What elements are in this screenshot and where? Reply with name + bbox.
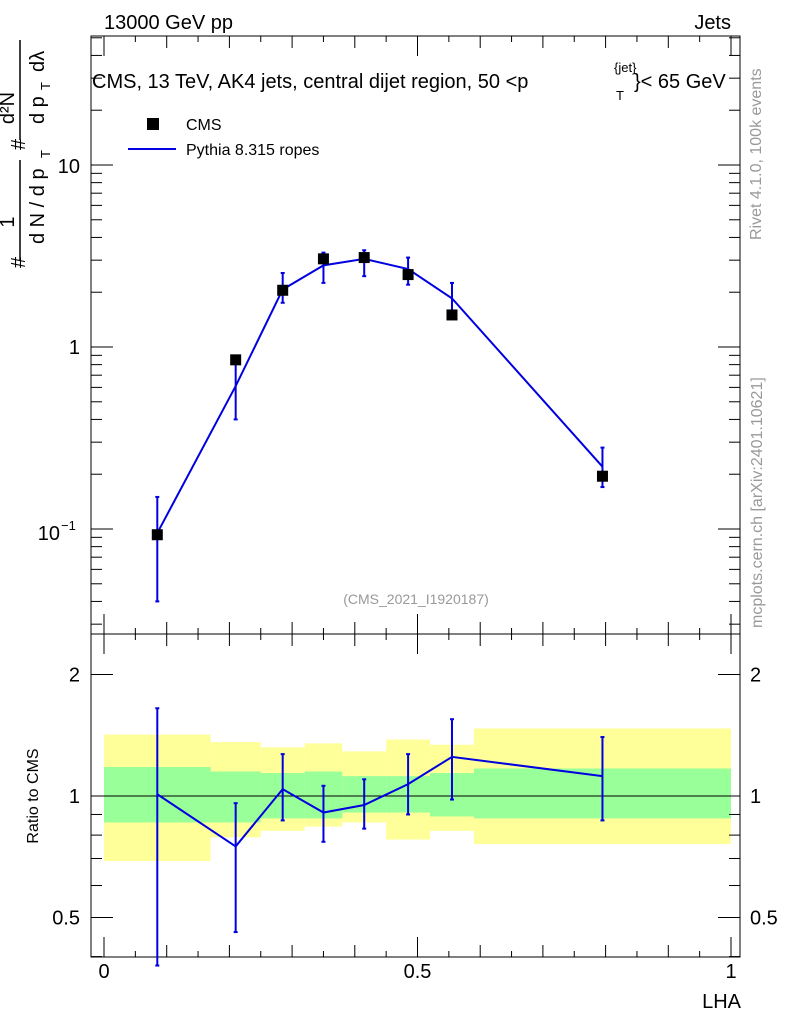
ratio-plot-area <box>91 707 740 967</box>
ratio-ytick-label-right: 2 <box>750 665 761 687</box>
ytick-label-1: 1 <box>69 337 80 359</box>
ratio-ytick-label-right: 1 <box>750 786 761 808</box>
title-tail: }< 65 GeV <box>634 71 726 93</box>
ratio-ytick-label-left: 1 <box>69 786 80 808</box>
svg-text:d²N: d²N <box>0 92 19 124</box>
ratio-axis-ticks <box>91 634 740 958</box>
ratio-uncertainty-bands <box>104 728 731 862</box>
cms-data-point <box>402 269 414 281</box>
ratio-ytick-label-left: 2 <box>69 665 80 687</box>
cms-data-point <box>277 284 289 296</box>
x-axis-label: LHA <box>702 991 742 1013</box>
cms-data-point <box>317 253 329 265</box>
main-plot-area <box>151 249 608 603</box>
mc-series-line <box>156 257 604 534</box>
svg-text:1: 1 <box>0 216 19 227</box>
svg-text:d N / d p: d N / d p <box>27 168 49 244</box>
legend-mc-label: Pythia 8.315 ropes <box>186 142 319 159</box>
title-sub: T <box>616 88 624 103</box>
title-sup: {jet} <box>614 60 637 75</box>
analysis-watermark: (CMS_2021_I1920187) <box>343 591 489 607</box>
cms-data-point <box>358 252 370 264</box>
xtick-label: 0 <box>98 961 109 983</box>
cms-data-point <box>596 470 608 482</box>
legend-cms-marker <box>147 118 159 130</box>
cms-data-point <box>446 309 458 321</box>
svg-text:T: T <box>38 150 53 158</box>
ytick-label-0.1-exp: −1 <box>61 518 76 533</box>
ytick-label-0.1: 10 <box>38 523 60 545</box>
xtick-label: 1 <box>725 961 736 983</box>
ratio-y-axis-label: Ratio to CMS <box>25 748 42 843</box>
xtick-label: 0.5 <box>404 961 432 983</box>
mcplots-label: mcplots.cern.ch [arXiv:2401.10621] <box>749 377 766 628</box>
cms-data-point <box>151 529 163 541</box>
svg-text:d p: d p <box>27 96 49 124</box>
main-axis-ticks <box>91 36 740 634</box>
cms-data-point <box>230 354 242 366</box>
ratio-ytick-label-right: 0.5 <box>750 907 778 929</box>
chart-title: CMS, 13 TeV, AK4 jets, central dijet reg… <box>92 60 726 103</box>
main-y-axis-label: # 1 d N / d p T # d²N d p T dλ <box>0 40 53 268</box>
legend: CMS Pythia 8.315 ropes <box>128 117 319 159</box>
rivet-label: Rivet 4.1.0, 100k events <box>748 68 765 240</box>
header-right: Jets <box>694 12 731 34</box>
title-main: CMS, 13 TeV, AK4 jets, central dijet reg… <box>92 71 528 93</box>
svg-text:#: # <box>8 138 30 150</box>
ratio-ytick-label-left: 0.5 <box>52 907 80 929</box>
mc-ratio-line <box>156 755 603 848</box>
ytick-label-10: 10 <box>58 156 80 178</box>
legend-cms-label: CMS <box>186 117 222 134</box>
svg-text:T: T <box>38 82 53 90</box>
header-left: 13000 GeV pp <box>104 12 233 34</box>
svg-text:#: # <box>8 256 30 268</box>
svg-text:dλ: dλ <box>27 51 49 72</box>
